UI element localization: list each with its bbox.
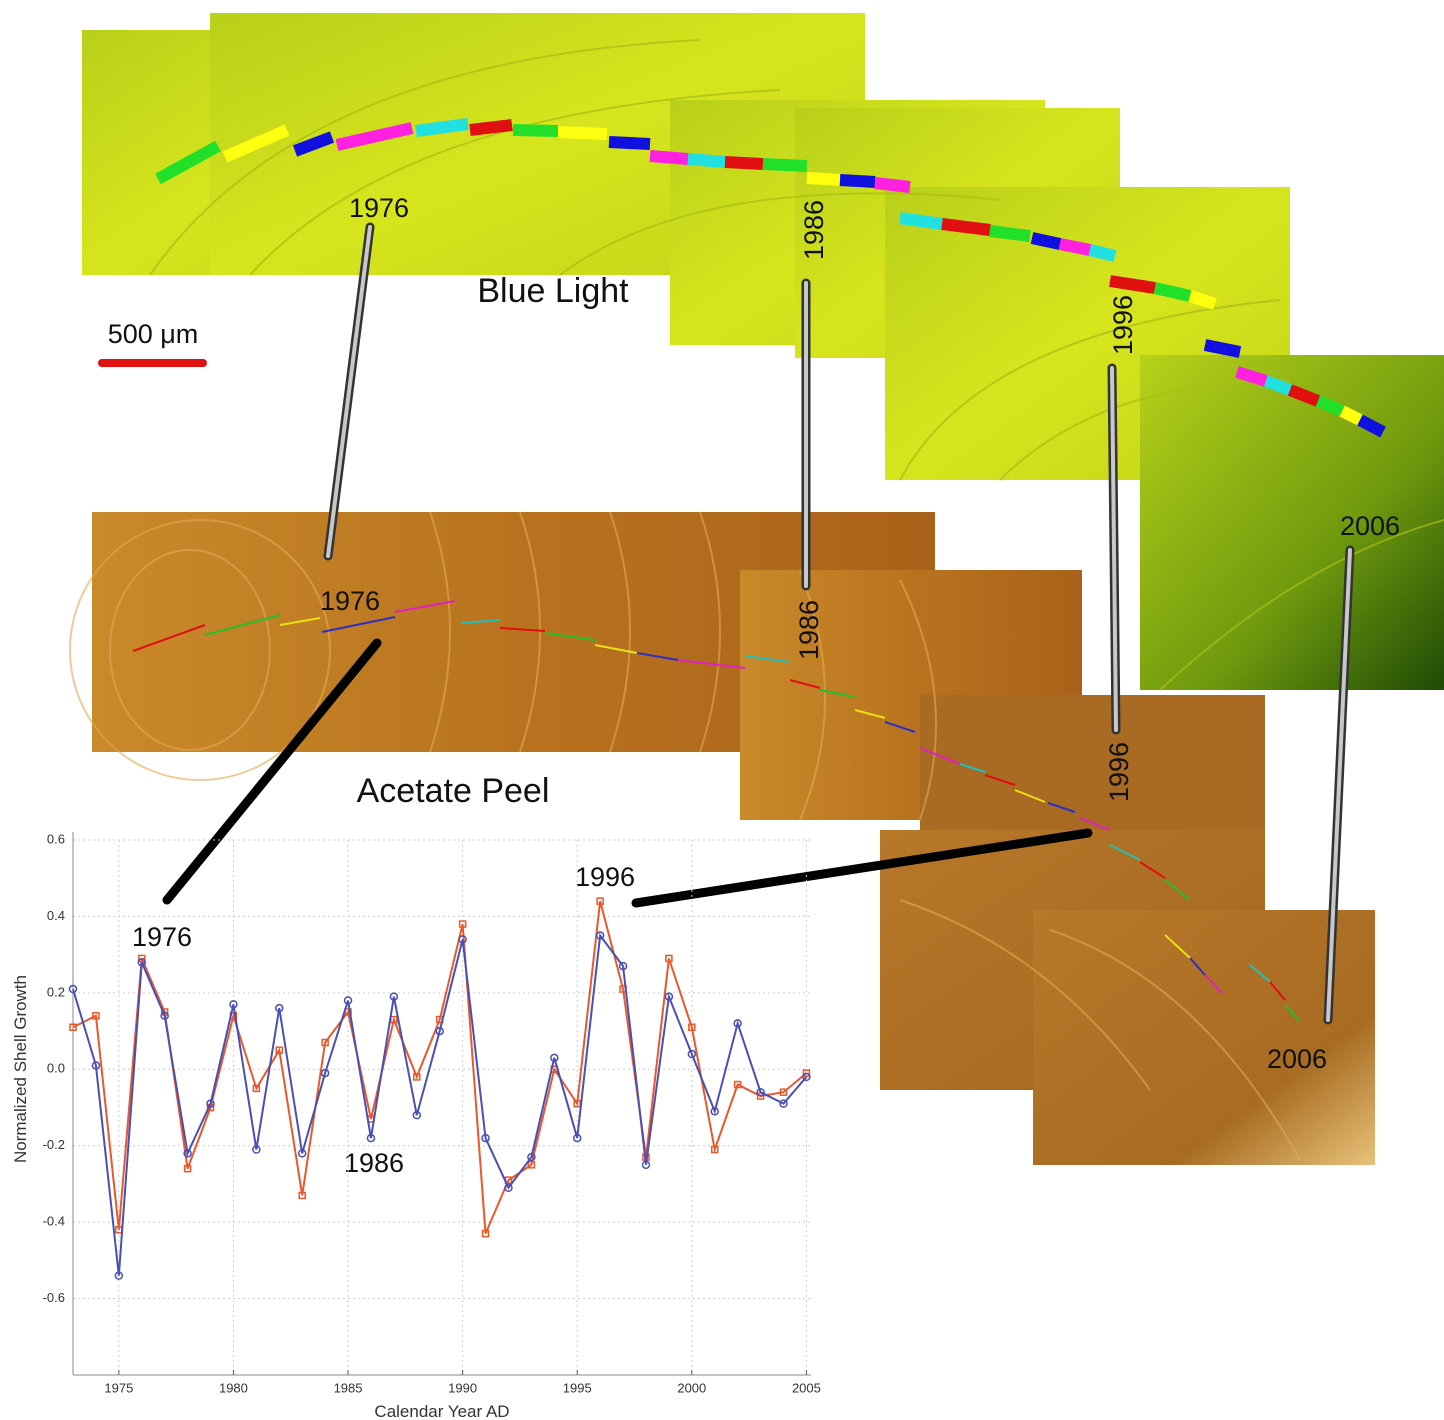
x-tick-label: 1975 xyxy=(104,1380,133,1395)
scale-label: 500 μm xyxy=(108,319,199,349)
y-tick-label: 0.0 xyxy=(47,1061,65,1076)
y-tick-label: 0.4 xyxy=(47,908,65,923)
year-label: 1996 xyxy=(1108,295,1138,355)
y-tick-label: -0.2 xyxy=(43,1137,65,1152)
year-label: 1986 xyxy=(799,200,829,260)
panel-label: Acetate Peel xyxy=(357,772,550,810)
series-line xyxy=(73,936,806,1276)
annotation: 1986 xyxy=(344,1148,404,1178)
year-label: 2006 xyxy=(1340,511,1400,541)
y-tick-label: 0.6 xyxy=(47,831,65,846)
annotation: 1976 xyxy=(132,922,192,952)
x-axis-label: Calendar Year AD xyxy=(374,1402,509,1420)
y-tick-label: -0.6 xyxy=(43,1290,65,1305)
year-label: 1996 xyxy=(1104,742,1134,802)
x-tick-label: 1995 xyxy=(563,1380,592,1395)
panel-label: Blue Light xyxy=(477,272,629,310)
x-tick-label: 1985 xyxy=(334,1380,363,1395)
x-tick-label: 1980 xyxy=(219,1380,248,1395)
grid xyxy=(73,840,811,1375)
year-label: 1976 xyxy=(320,586,380,616)
year-label: 1986 xyxy=(794,600,824,660)
y-tick-label: 0.2 xyxy=(47,984,65,999)
x-tick-label: 2005 xyxy=(792,1380,821,1395)
year-label: 2006 xyxy=(1267,1044,1327,1074)
x-tick-label: 1990 xyxy=(448,1380,477,1395)
year-label: 1976 xyxy=(349,193,409,223)
x-tick-label: 2000 xyxy=(677,1380,706,1395)
chart: 1976 1996 1986 Calendar Year AD Normaliz… xyxy=(11,831,821,1420)
annotation: 1996 xyxy=(575,862,635,892)
y-tick-label: -0.4 xyxy=(43,1214,65,1229)
y-axis-label: Normalized Shell Growth xyxy=(11,975,30,1163)
figure: 500 μm Blue Light Acetate Peel 1976 1986… xyxy=(0,0,1444,1420)
